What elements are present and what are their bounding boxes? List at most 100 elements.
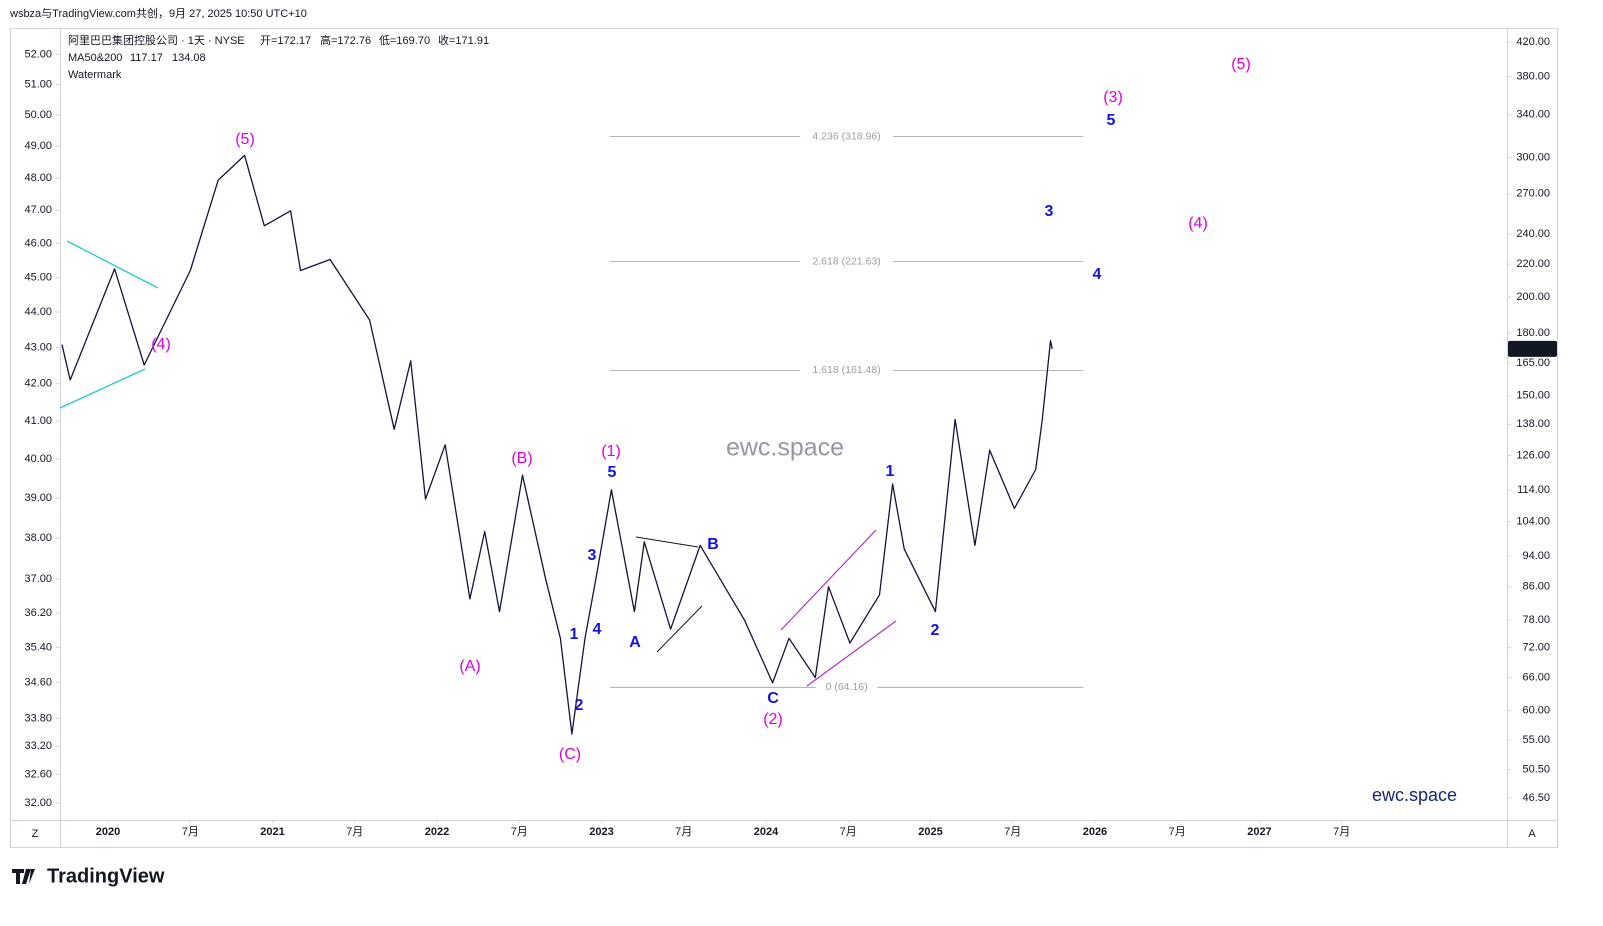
x-tick-label: 7月 (1333, 826, 1350, 838)
y-tick-label: 114.00 (1517, 484, 1550, 496)
wave-label: A (629, 634, 641, 651)
y-tick-label: 86.00 (1522, 581, 1550, 593)
y2-tick-label: 40.00 (24, 453, 52, 465)
watermark: ewc.space (726, 434, 844, 462)
y2-tick-label: 42.00 (24, 378, 52, 390)
y-tick-label: 380.00 (1516, 70, 1550, 82)
x-tick-label: 2025 (918, 826, 942, 838)
y2-tick-label: 44.00 (24, 306, 52, 318)
x-tick-label: 2027 (1247, 826, 1271, 838)
wave-label: 5 (1107, 112, 1116, 129)
wave-label: (C) (559, 746, 581, 763)
trend-line (635, 536, 699, 548)
y2-tick-label: 33.20 (24, 740, 52, 752)
y-tick-label: 200.00 (1516, 291, 1550, 303)
wave-label: 1 (886, 463, 895, 480)
wave-label: (A) (459, 658, 480, 675)
y-tick-label: 340.00 (1516, 109, 1550, 121)
wave-label: 1 (570, 626, 579, 643)
x-tick-label: 7月 (675, 826, 692, 838)
y2-tick-label: 39.00 (24, 492, 52, 504)
y-tick-label: 138.00 (1516, 418, 1550, 430)
watermark-label: Watermark (68, 69, 122, 81)
y2-tick-label: 51.00 (24, 78, 52, 90)
wave-label: (5) (1231, 56, 1251, 73)
x-tick-label: 7月 (1169, 826, 1186, 838)
y2-tick-label: 52.00 (24, 48, 52, 60)
y-tick-label: 66.00 (1522, 672, 1550, 684)
y-tick-label: 150.00 (1516, 390, 1550, 402)
fib-label: 4.236 (318.96) (812, 130, 880, 142)
wave-label: (B) (511, 450, 532, 467)
triangle-line (59, 368, 146, 409)
credit: wsbza与TradingView.com共创，9月 27, 2025 10:5… (9, 7, 307, 20)
y-tick-label: 270.00 (1516, 188, 1550, 200)
y-tick-label: 126.00 (1516, 449, 1550, 461)
chart-frame (10, 28, 1558, 848)
wave-label: 2 (575, 697, 584, 714)
y2-tick-label: 49.00 (24, 140, 52, 152)
y-tick-label: 420.00 (1516, 36, 1550, 48)
fib-label: 2.618 (221.63) (812, 255, 880, 267)
wave-label: C (767, 690, 779, 707)
y-tick-label: 165.00 (1516, 357, 1550, 369)
y2-tick-label: 33.80 (24, 713, 52, 725)
y-tick-label: 300.00 (1516, 152, 1550, 164)
x-tick-label: 2022 (425, 826, 449, 838)
y2-tick-label: 34.60 (24, 677, 52, 689)
brand: TradingView (47, 865, 165, 887)
y2-tick-label: 43.00 (24, 341, 52, 353)
y2-tick-label: 46.00 (24, 237, 52, 249)
y-tick-label: 94.00 (1522, 550, 1550, 562)
y2-tick-label: 47.00 (24, 204, 52, 216)
ma-value: 134.08 (172, 52, 206, 64)
wave-label: (2) (763, 711, 783, 728)
wave-label: 3 (588, 547, 597, 564)
x-tick-label: 7月 (840, 826, 857, 838)
wave-label: (4) (151, 336, 171, 353)
tv-logo: TradingView (12, 865, 165, 887)
wave-label: (4) (1188, 215, 1208, 232)
wave-label: (5) (235, 131, 255, 148)
wave-label: 3 (1045, 203, 1054, 220)
ohlc-low: 低=169.70 (379, 34, 430, 47)
y2-tick-label: 41.00 (24, 415, 52, 427)
x-tick-label: 2026 (1083, 826, 1107, 838)
x-tick-label: 2024 (754, 826, 779, 838)
y2-tick-label: 36.20 (24, 607, 52, 619)
scale-button[interactable]: A (1528, 828, 1536, 840)
y-tick-label: 72.00 (1522, 642, 1550, 654)
wave-label: (3) (1103, 89, 1123, 106)
x-tick-label: 2021 (260, 826, 284, 838)
y2-tick-label: 45.00 (24, 271, 52, 283)
x-tick-label: 7月 (182, 826, 199, 838)
y2-tick-label: 38.00 (24, 532, 52, 544)
y2-tick-label: 48.00 (24, 172, 52, 184)
ohlc-high: 高=172.76 (320, 33, 371, 47)
x-tick-label: 7月 (1004, 826, 1021, 838)
y-tick-label: 46.50 (1522, 792, 1550, 804)
fib-label-bg (800, 254, 893, 269)
y-tick-label: 78.00 (1522, 614, 1550, 626)
x-tick-label: 2023 (589, 826, 613, 838)
y2-tick-label: 35.40 (24, 641, 52, 653)
wave-label: 4 (593, 621, 602, 638)
wave-label: 2 (931, 622, 940, 639)
y2-tick-label: 50.00 (24, 109, 52, 121)
wave-label: (1) (601, 443, 621, 460)
y2-tick-label: 37.00 (24, 573, 52, 585)
trend-line (656, 605, 703, 653)
last-price-box (1508, 340, 1557, 357)
logo-icon (12, 869, 35, 884)
y2-tick-label: 32.60 (24, 768, 52, 780)
scale-button[interactable]: Z (32, 828, 39, 840)
y2-tick-label: 32.00 (24, 797, 52, 809)
fib-label: 1.618 (161.48) (812, 364, 880, 376)
ohlc-open: 开=172.17 (260, 35, 311, 47)
y-tick-label: 60.00 (1522, 704, 1550, 716)
wave-label: 4 (1093, 266, 1102, 283)
triangle-line (66, 240, 159, 289)
fib-label-bg (815, 680, 878, 695)
price-line (61, 154, 1053, 735)
